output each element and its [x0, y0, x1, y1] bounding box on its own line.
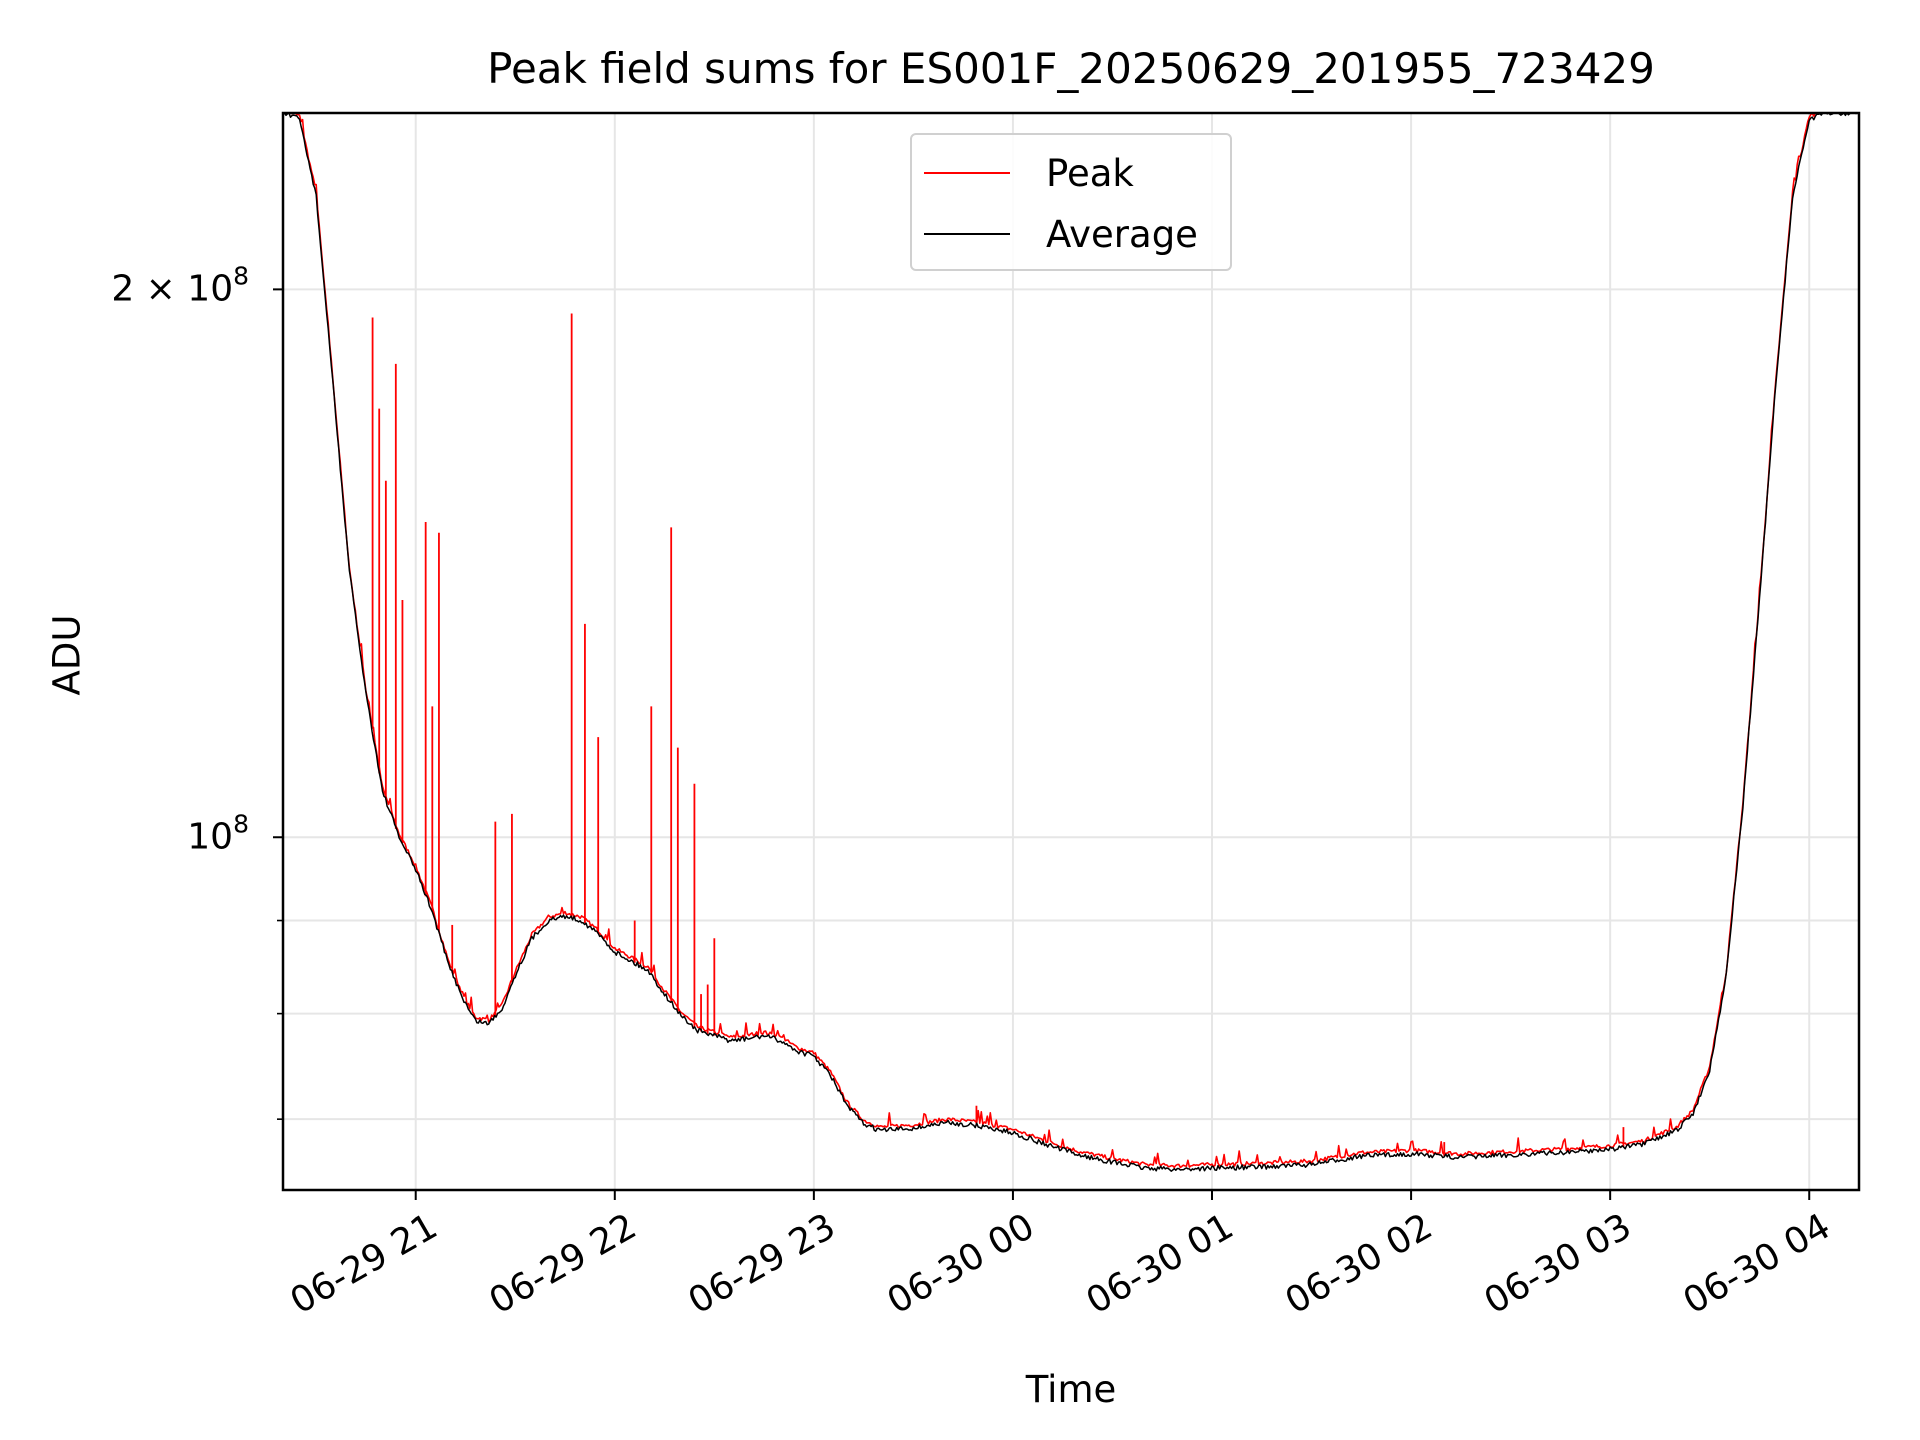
legend: Peak Average	[910, 133, 1232, 271]
chart-title: Peak field sums for ES001F_20250629_2019…	[487, 44, 1655, 93]
plot-frame	[281, 111, 1861, 1192]
axis-ticks	[273, 288, 1811, 1200]
legend-item-average: Average	[924, 212, 1198, 256]
legend-swatch-peak	[924, 172, 1010, 174]
series-lines	[282, 112, 1860, 1172]
x-axis-label: Time	[1025, 1368, 1117, 1411]
legend-item-peak: Peak	[924, 151, 1134, 195]
series-line-peak	[283, 112, 1859, 1169]
y-tick-label: 2 × 108	[111, 261, 249, 310]
y-axis-label: ADU	[45, 614, 89, 696]
y-tick-label: 108	[187, 809, 249, 858]
legend-swatch-average	[924, 233, 1010, 235]
legend-label-peak: Peak	[1046, 151, 1134, 195]
grid-lines	[283, 113, 1859, 1190]
legend-label-average: Average	[1046, 212, 1198, 256]
series-line-average	[282, 112, 1860, 1172]
